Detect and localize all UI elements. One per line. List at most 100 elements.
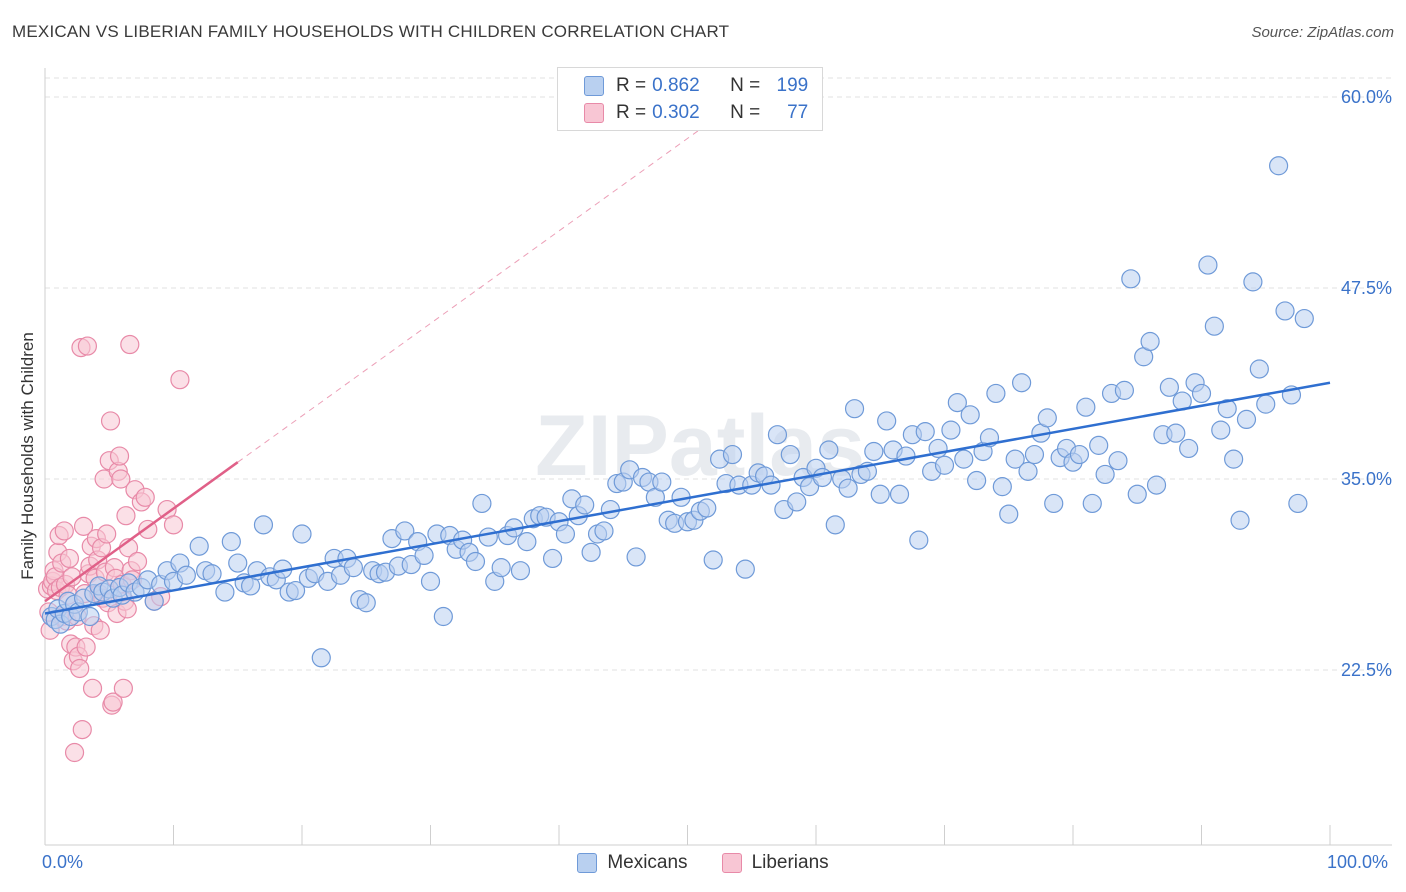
mexicans-point [80,606,100,627]
mexicans-point [992,477,1012,497]
y-tick-label: 22.5% [1341,660,1392,680]
mexicans-point [877,411,897,431]
mexicans-point [1146,475,1167,495]
mexicans-point [356,593,376,613]
mexicans-point [253,515,274,535]
mexicans-point [1069,444,1090,465]
mexicans-point [1268,156,1289,176]
legend-r-label: R = [616,75,647,96]
mexicans-point [896,446,916,466]
mexicans-point [1037,408,1057,428]
mexicans-point [1108,451,1128,471]
y-tick-label: 35.0% [1341,469,1392,489]
mexicans-point [292,524,312,544]
mexicans-point [1204,316,1224,336]
liberians-point [111,469,131,489]
mexicans-point [915,422,935,442]
mexicans-point [703,550,723,570]
mexicans-point [767,425,788,445]
mexicans-point [1005,449,1025,469]
mexicans-point [478,527,498,547]
mexicans-point [1018,461,1038,481]
liberians-trend-line [44,461,239,603]
mexicans-point [825,515,845,535]
mexicans-point [1095,464,1115,485]
mexicans-point [1011,373,1032,393]
liberians-point [90,620,110,640]
mexicans-point [311,648,331,668]
mexicans-point [999,504,1019,524]
mexicans-point [1275,301,1295,321]
mexicans-point [1294,308,1314,329]
mexicans-point [1089,435,1109,455]
legend-n-label: N = [730,75,761,96]
liberians-trend-extension [237,119,714,463]
legend-item-mexicans: Mexicans [577,852,688,874]
mexicans-point [1249,359,1269,379]
mexicans-point [889,484,910,504]
legend-r-value-mexicans: 0.862 [652,75,700,96]
mexicans-point [1179,438,1199,459]
mexicans-point [1217,399,1237,419]
mexicans-point [1224,449,1244,469]
mexicans-point [1114,380,1135,400]
mexicans-point [1211,420,1231,440]
mexicans-point [787,492,807,512]
mexicans-point [1082,493,1102,514]
mexicans-point [1230,510,1250,530]
mexicans-point [947,393,967,413]
mexicans-points [41,156,1314,668]
mexicans-point [967,470,987,491]
mexicans-point [176,565,196,585]
correlation-legend: R = 0.862 N = 199 R = 0.302 N = 77 [557,67,823,131]
mexicans-point [1076,397,1096,417]
mexicans-point [838,478,858,498]
liberians-legend-swatch [721,853,742,873]
y-tick-label: 47.5% [1341,278,1392,298]
mexicans-point [1159,377,1179,397]
mexicans-point [864,441,884,462]
liberians-point [170,370,190,390]
y-tick-label: 60.0% [1341,87,1392,107]
mexicans-point [420,571,441,591]
liberians-point [54,521,74,541]
trend-lines [44,119,1331,615]
mexicans-point [812,467,833,488]
mexicans-point [215,582,235,602]
mexicans-point [780,444,800,465]
liberians-point [116,506,136,526]
mexicans-point [986,383,1006,404]
mexicans-point [581,542,601,562]
liberians-point [163,515,184,535]
mexicans-point [465,551,486,572]
mexicans-point [697,498,717,518]
x-tick-label-max: 100.0% [1327,852,1389,872]
mexicans-point [819,440,839,460]
y-axis-label: Family Households with Children [18,332,37,580]
mexicans-point [735,559,755,579]
y-axis-tick-labels: 22.5% 35.0% 47.5% 60.0% [1341,87,1392,680]
x-tick-label-min: 0.0% [42,852,84,872]
legend-n-value-liberians: 77 [787,102,809,123]
mexicans-point [909,530,929,550]
legend-n-value-mexicans: 199 [776,75,809,96]
series-legend: Mexicans Liberians [0,852,1406,874]
mexicans-point [1024,444,1045,465]
axes [44,68,1392,846]
x-axis-ticks [44,825,1331,845]
mexicans-point [575,495,595,515]
mexicans-point [594,521,614,541]
mexicans-point [1243,272,1263,292]
mexicans-point [652,472,672,492]
mexicans-point [433,606,453,627]
liberians-point [113,678,133,698]
mexicans-point [722,444,743,465]
liberians-point [109,446,130,466]
legend-row-liberians: R = 0.302 N = 77 [584,101,808,125]
chart-title: MEXICAN VS LIBERIAN FAMILY HOUSEHOLDS WI… [12,22,730,41]
mexicans-point [144,591,164,611]
mexicans-point [1191,383,1212,404]
liberians-point [100,411,121,431]
mexicans-point [1127,484,1147,504]
mexicans-point [189,536,209,556]
